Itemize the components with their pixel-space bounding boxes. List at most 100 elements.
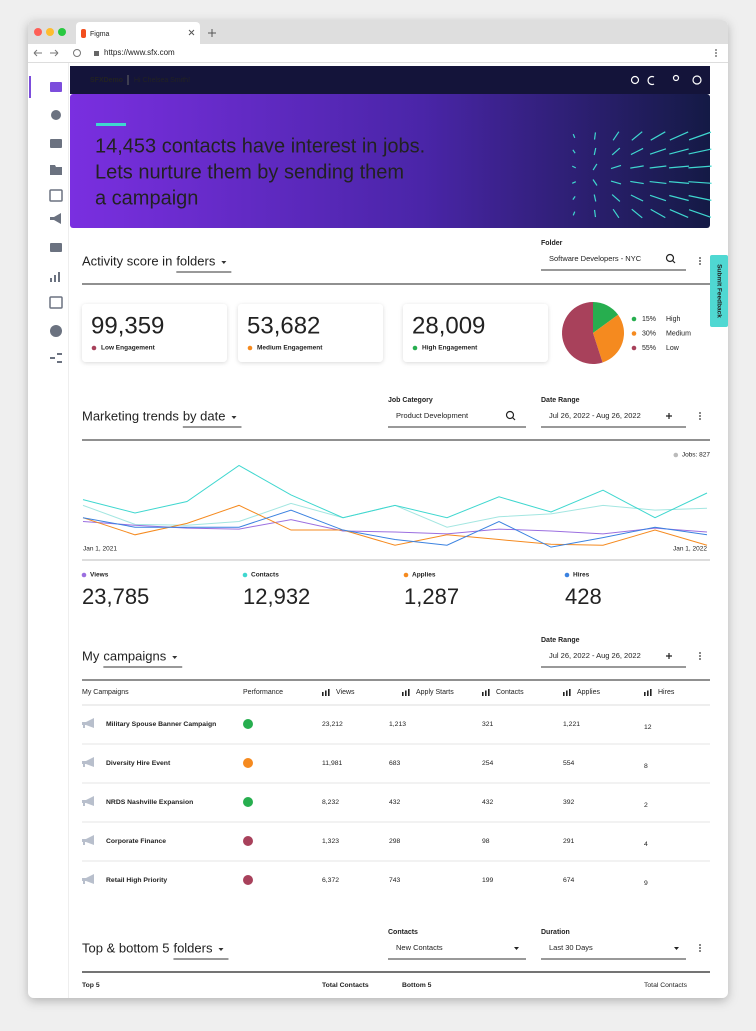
feedback-tab[interactable] xyxy=(710,255,728,327)
performance-dot xyxy=(243,797,253,807)
total-name: Contacts xyxy=(251,572,279,579)
pie-value-label: 15% xyxy=(642,316,656,323)
header-help[interactable] xyxy=(692,75,702,85)
legend-dot xyxy=(631,345,637,351)
more-menu[interactable] xyxy=(699,257,701,259)
hero-decoration xyxy=(571,131,712,219)
search-icon xyxy=(512,417,516,421)
tab-bar xyxy=(28,20,728,44)
column-header: Views xyxy=(336,689,355,696)
stat-value: 28,009 xyxy=(412,312,485,339)
more-menu[interactable] xyxy=(699,412,701,414)
column-header: Contacts xyxy=(496,689,524,696)
tab-close[interactable] xyxy=(188,29,195,36)
column-header: Total Contacts xyxy=(644,982,688,989)
cell: 683 xyxy=(389,760,401,767)
nav-arrows[interactable] xyxy=(33,49,59,57)
nav-analytics[interactable] xyxy=(50,272,60,282)
column-icon xyxy=(405,690,407,696)
deco-dash xyxy=(630,165,644,169)
campaign-icon xyxy=(82,718,94,728)
nav-contacts[interactable] xyxy=(51,110,61,120)
reload[interactable] xyxy=(73,49,81,57)
deco-dash xyxy=(612,208,620,219)
filter-label: Folder xyxy=(541,240,563,247)
deco-dash xyxy=(593,132,597,140)
max-dot[interactable] xyxy=(58,28,66,36)
pie-value-label: 55% xyxy=(642,345,656,352)
nav-globe[interactable] xyxy=(50,325,62,337)
feedback-label: Submit Feedback xyxy=(715,264,722,318)
legend-dot xyxy=(564,572,570,578)
column-icon xyxy=(325,690,327,696)
cell: 8 xyxy=(644,763,648,770)
more-menu xyxy=(699,947,701,949)
deco-dash xyxy=(610,180,622,185)
deco-dash xyxy=(572,133,576,139)
legend-dot xyxy=(631,316,637,322)
nav-folders[interactable] xyxy=(50,165,62,175)
header-notify[interactable] xyxy=(647,75,655,86)
new-tab[interactable] xyxy=(208,29,216,37)
deco-dash xyxy=(630,180,644,185)
dropdown-caret xyxy=(231,416,237,419)
nav-settings[interactable] xyxy=(50,353,62,363)
dropdown-caret xyxy=(218,948,224,951)
cell: 298 xyxy=(389,838,401,845)
sidebar-active xyxy=(29,76,31,98)
performance-dot xyxy=(243,719,253,729)
nav-messages[interactable] xyxy=(50,243,62,252)
filter-value: Software Developers - NYC xyxy=(549,254,642,263)
column-icon xyxy=(322,692,324,696)
line-series xyxy=(82,504,708,546)
deco-dash xyxy=(649,148,667,155)
nav-calendar[interactable] xyxy=(49,296,63,309)
section-dropdown: by date xyxy=(183,408,226,423)
cell: 674 xyxy=(563,877,575,884)
search-icon xyxy=(505,410,515,420)
cell: 6,372 xyxy=(322,877,339,884)
cell: 23,212 xyxy=(322,721,343,728)
nav-dashboard[interactable] xyxy=(50,82,62,92)
more-menu[interactable] xyxy=(699,652,701,654)
column-icon xyxy=(647,690,649,696)
deco-dash xyxy=(688,195,712,201)
min-dot[interactable] xyxy=(46,28,54,36)
performance-dot xyxy=(243,875,253,885)
pie-legend-label: High xyxy=(666,316,681,323)
hero-line: Lets nurture them by sending them xyxy=(95,161,404,183)
deco-dash xyxy=(631,208,643,219)
more-menu[interactable] xyxy=(699,944,701,946)
stat-dot xyxy=(91,345,97,351)
menu[interactable] xyxy=(715,49,717,51)
header-profile[interactable] xyxy=(672,74,680,82)
deco-dash xyxy=(611,147,621,156)
stat-card xyxy=(238,304,383,362)
column-icon xyxy=(408,689,410,696)
more-menu xyxy=(699,655,701,657)
pie-legend-label: Medium xyxy=(666,330,691,337)
nav-campaigns[interactable] xyxy=(50,213,61,224)
total-name: Views xyxy=(90,572,109,579)
active-tab[interactable] xyxy=(76,22,200,44)
nav-pages[interactable] xyxy=(49,189,63,202)
total-name: Applies xyxy=(412,572,436,579)
lock-icon xyxy=(94,51,99,56)
column-header: My Campaigns xyxy=(82,689,129,696)
cell: 554 xyxy=(563,760,575,767)
more-menu xyxy=(699,418,701,420)
caret-icon xyxy=(514,947,519,950)
cell: 1,213 xyxy=(389,721,406,728)
hero-accent xyxy=(96,123,126,126)
filter-value: New Contacts xyxy=(396,943,443,952)
close-dot[interactable] xyxy=(34,28,42,36)
more-menu xyxy=(699,415,701,417)
nav-jobs[interactable] xyxy=(50,139,62,148)
dropdown-caret xyxy=(221,261,227,264)
deco-dash xyxy=(612,131,620,141)
campaign-icon xyxy=(82,874,94,884)
deco-dash xyxy=(572,149,576,154)
header-search[interactable] xyxy=(630,75,640,85)
